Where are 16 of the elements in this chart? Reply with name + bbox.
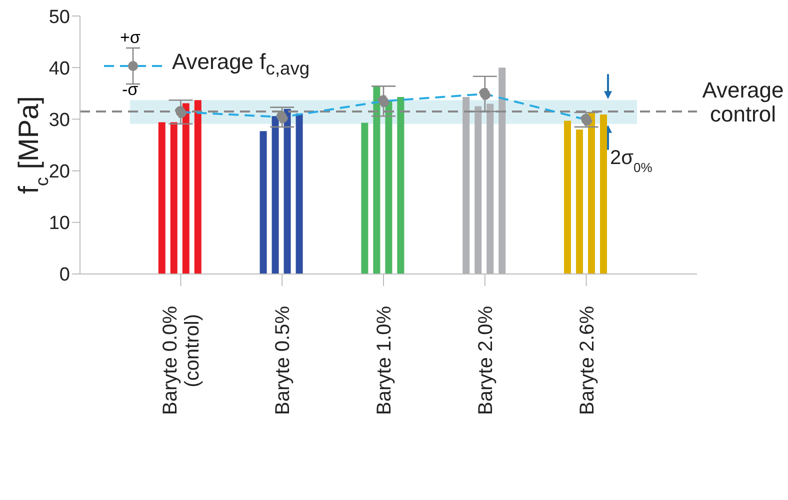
y-tick-label: 20 — [48, 162, 70, 183]
x-tick-label: Baryte 1.0% — [374, 306, 396, 415]
y-tick-label: 10 — [48, 213, 70, 234]
x-tick-label: Baryte 2.0% — [474, 306, 497, 415]
x-tick-label: Baryte 0.5% — [272, 306, 294, 415]
y-tick-label: 50 — [48, 6, 70, 28]
y-tick-label: 30 — [48, 110, 70, 131]
annotation: +σ — [120, 28, 140, 48]
x-tick-label: Baryte 0.0% (control) — [160, 306, 204, 415]
legend-label: Average f$_{c,avg}$ — [172, 48, 310, 78]
y-tick-label: 40 — [48, 58, 70, 80]
x-tick-label: Baryte 2.6% — [576, 306, 598, 415]
band-label: 2σ$_{0%}$ — [610, 146, 653, 174]
annotation: -σ — [122, 80, 138, 100]
ref-line-label: Average control — [702, 77, 784, 126]
y-tick-label: 0 — [59, 264, 70, 286]
